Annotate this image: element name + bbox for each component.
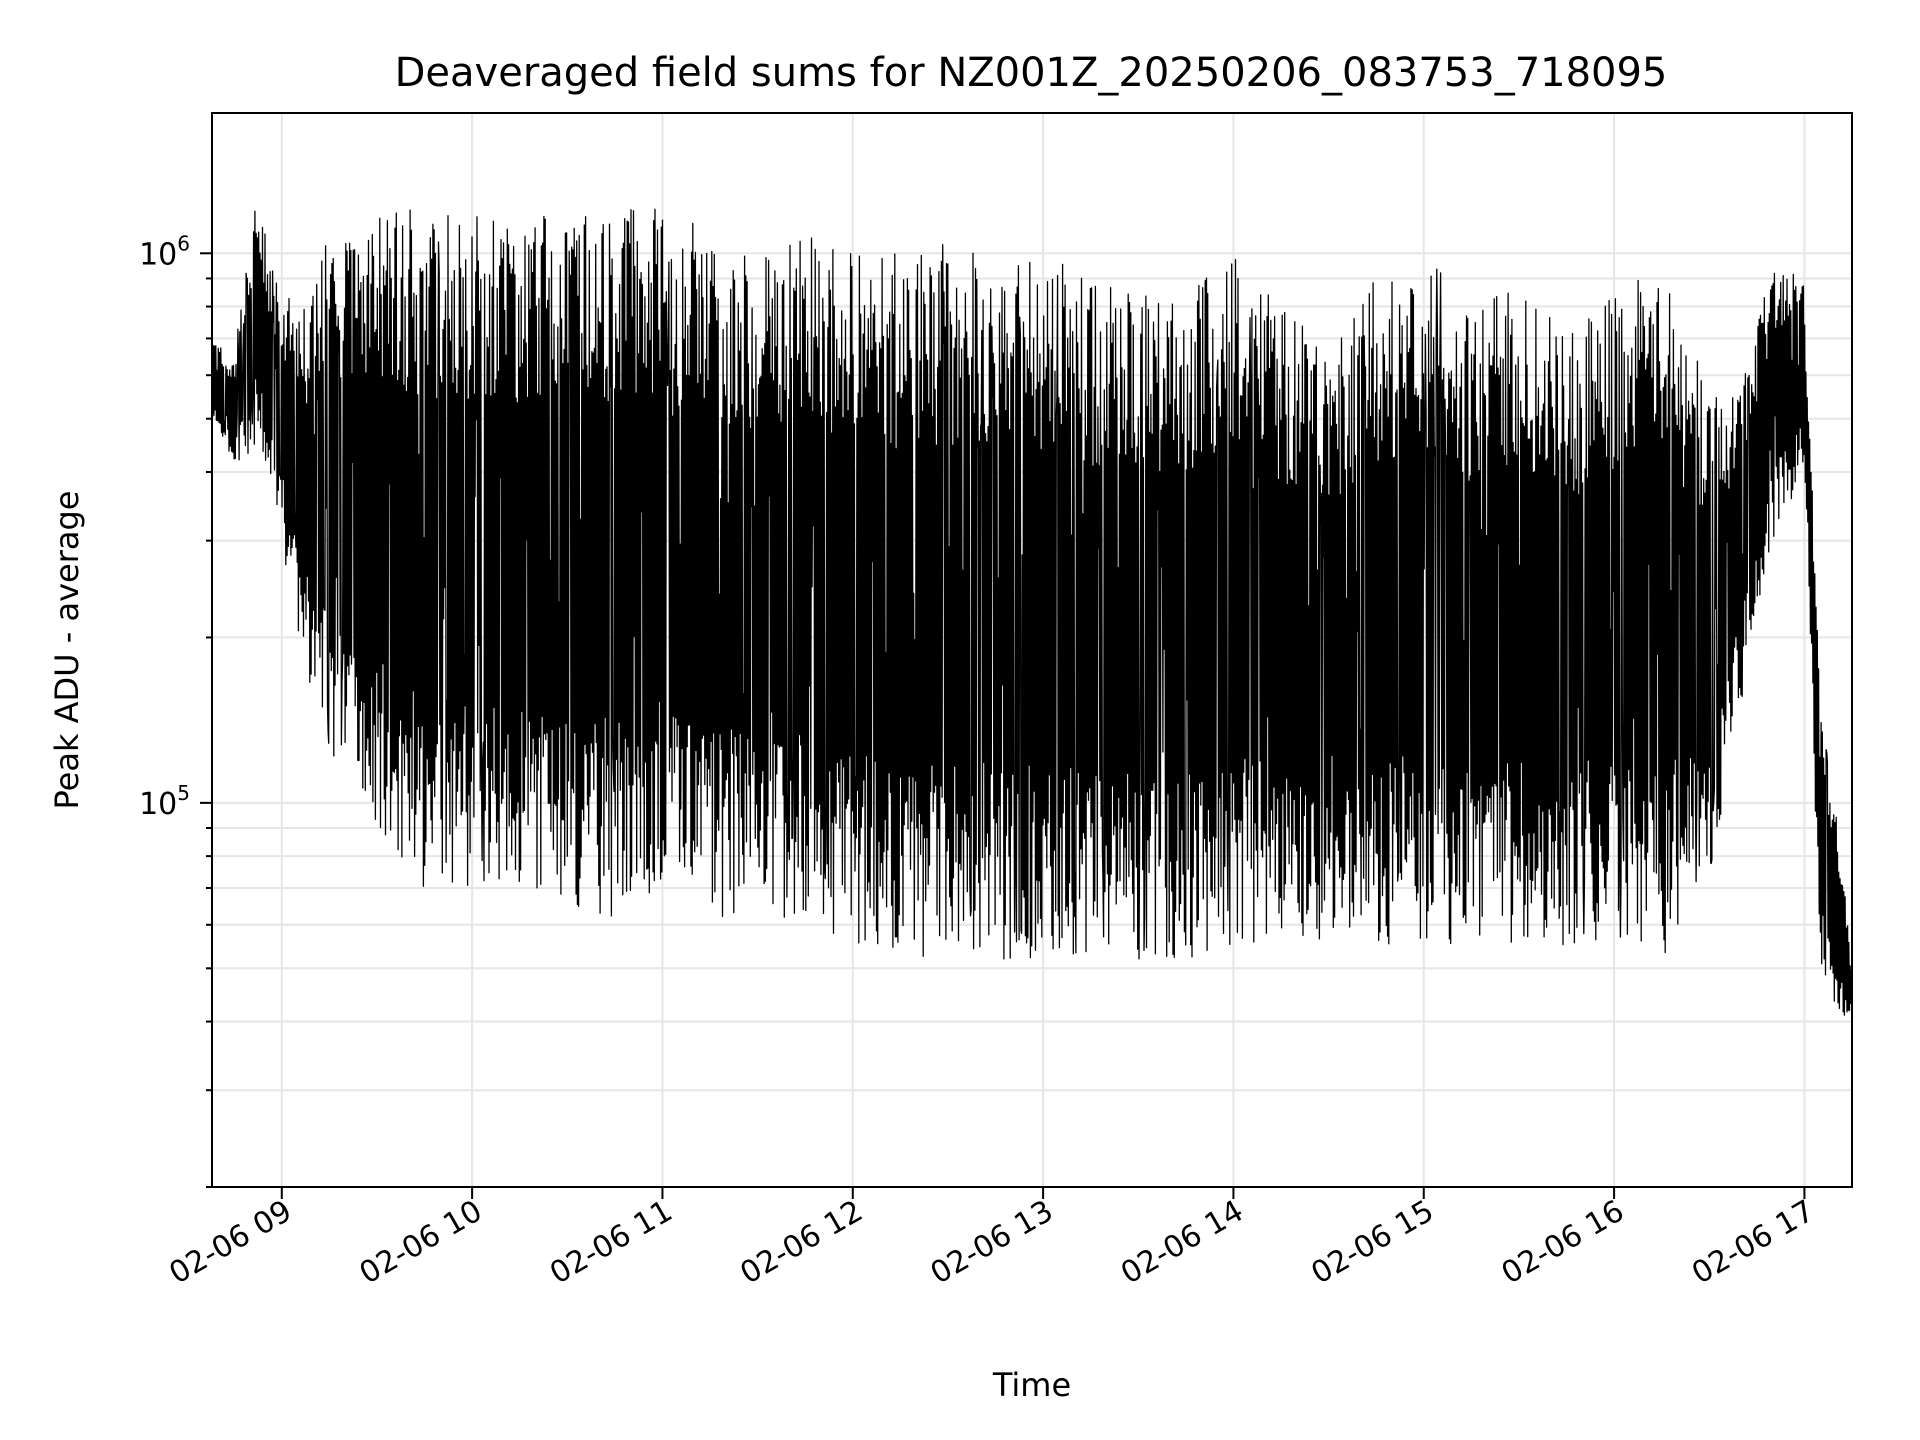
- x-axis-label: Time: [992, 1366, 1071, 1404]
- y-tick-exponent: 6: [177, 231, 190, 255]
- y-tick-label: 106: [139, 231, 190, 272]
- y-tick-exponent: 5: [177, 781, 190, 805]
- series-line: [211, 208, 1853, 1016]
- plot-frame: [211, 112, 1853, 1188]
- chart-title: Deaveraged field sums for NZ001Z_2025020…: [395, 50, 1668, 96]
- data-series: [211, 208, 1853, 1016]
- y-tick-base: 10: [139, 787, 177, 822]
- y-tick-base: 10: [139, 237, 177, 272]
- y-axis-label: Peak ADU - average: [48, 491, 86, 810]
- y-tick-label: 105: [139, 781, 190, 822]
